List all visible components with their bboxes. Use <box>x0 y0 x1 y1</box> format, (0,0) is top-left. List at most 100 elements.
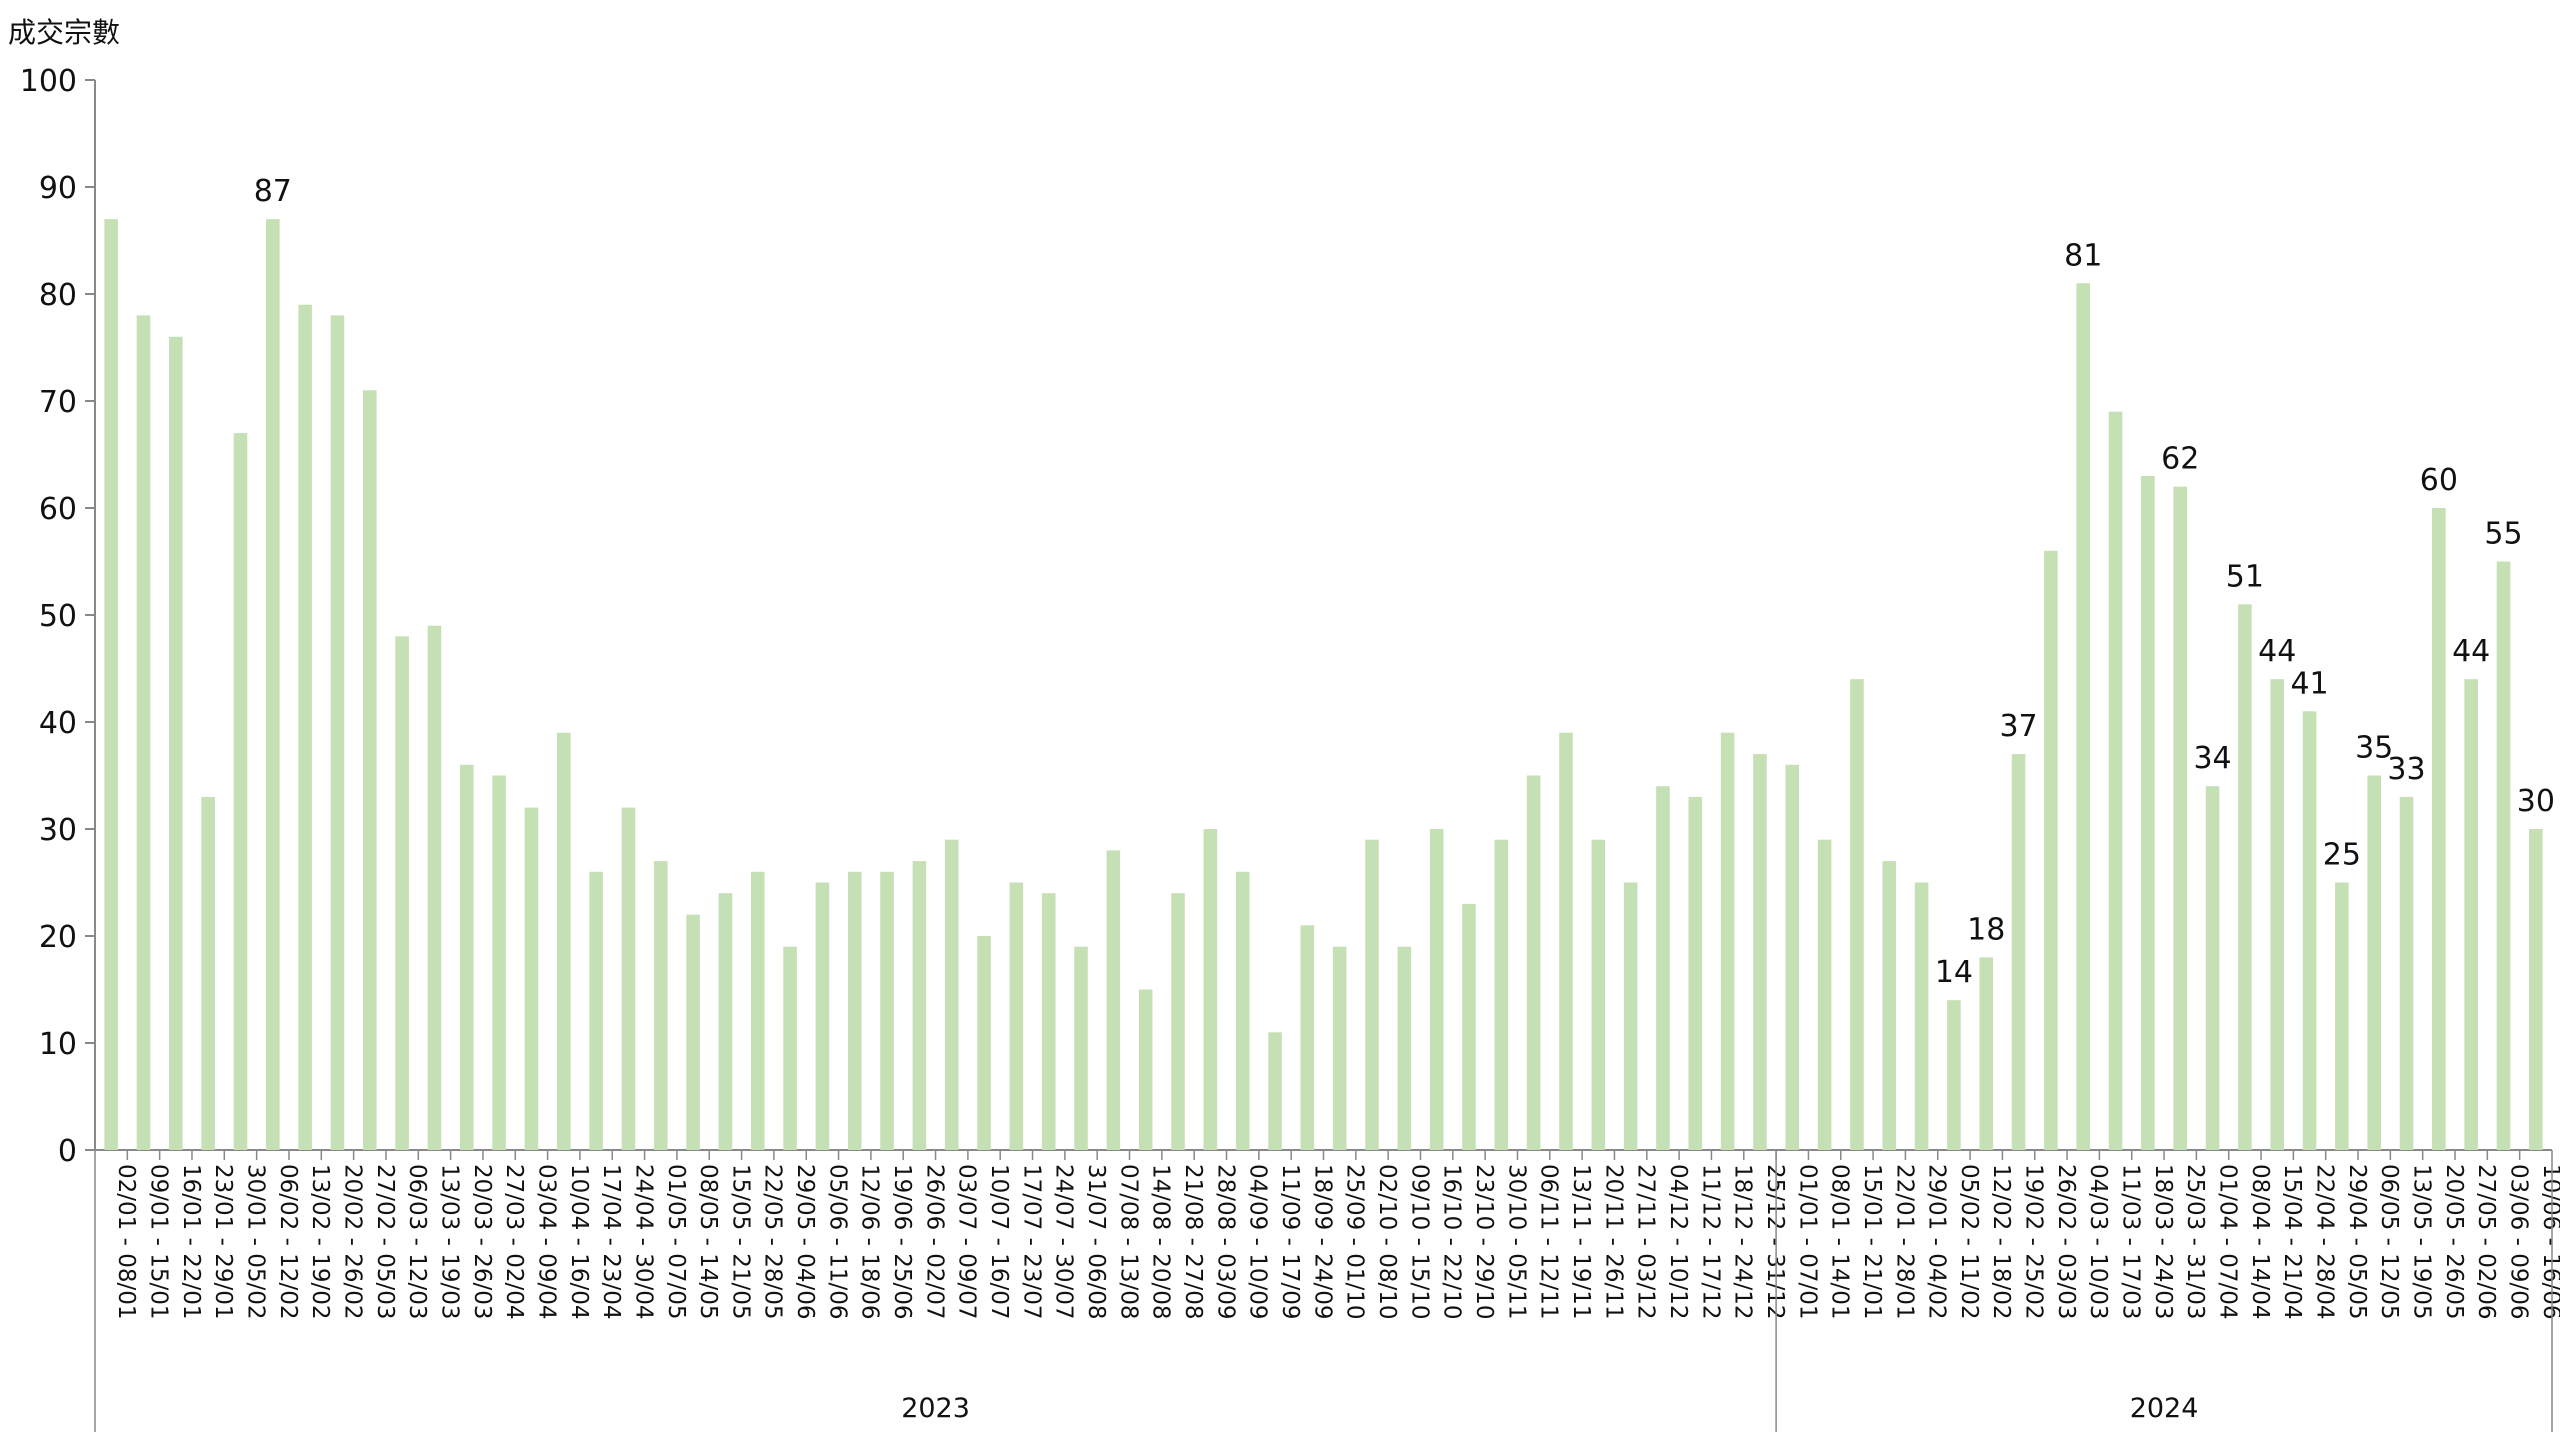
x-tick-label: 10/07 - 16/07 <box>986 1164 1012 1320</box>
x-tick-label: 04/03 - 10/03 <box>2085 1164 2111 1320</box>
bar <box>2335 882 2349 1150</box>
bar <box>589 871 603 1150</box>
bar <box>2108 411 2123 1150</box>
bar <box>104 219 118 1151</box>
x-tick-label: 06/03 - 12/03 <box>404 1164 430 1320</box>
x-tick-label: 20/11 - 26/11 <box>1600 1164 1626 1320</box>
bar <box>718 893 733 1150</box>
bar <box>1009 882 1024 1150</box>
y-tick-label: 50 <box>39 599 77 634</box>
bar <box>1041 893 1056 1150</box>
data-label: 44 <box>2258 634 2296 669</box>
y-tick-label: 70 <box>39 385 77 420</box>
x-tick-label: 10/06 - 16/06 <box>2538 1164 2560 1320</box>
y-tick-label: 100 <box>20 64 77 99</box>
bar <box>266 219 280 1151</box>
bar <box>1138 989 1153 1150</box>
bar <box>1074 946 1088 1150</box>
x-tick-label: 03/07 - 09/07 <box>954 1164 980 1320</box>
bar <box>2238 604 2252 1150</box>
x-tick-label: 15/04 - 21/04 <box>2279 1164 2305 1320</box>
x-tick-label: 15/01 - 21/01 <box>1859 1164 1885 1320</box>
bar <box>1656 786 1670 1150</box>
x-tick-label: 16/10 - 22/10 <box>1439 1164 1465 1320</box>
data-label: 35 <box>2355 731 2393 766</box>
x-tick-label: 02/10 - 08/10 <box>1374 1164 1400 1320</box>
x-tick-label: 09/10 - 15/10 <box>1406 1164 1432 1320</box>
x-tick-label: 08/05 - 14/05 <box>695 1164 721 1320</box>
x-tick-label: 29/05 - 04/06 <box>792 1164 818 1320</box>
bar <box>977 936 991 1150</box>
bar <box>1494 839 1509 1150</box>
bar <box>1591 839 1606 1150</box>
x-tick-label: 06/02 - 12/02 <box>275 1164 301 1320</box>
bar <box>1397 946 1412 1150</box>
x-tick-label: 05/06 - 11/06 <box>824 1164 850 1320</box>
bar <box>1979 957 1994 1150</box>
x-tick-labels: 02/01 - 08/01 09/01 - 15/01 16/01 - 22/01 2… <box>113 1164 2560 1320</box>
x-tick-label: 11/12 - 17/12 <box>1697 1164 1723 1320</box>
y-tick-label: 0 <box>58 1134 77 1169</box>
bar <box>912 861 927 1150</box>
bar <box>395 636 409 1150</box>
bar <box>363 390 377 1150</box>
x-tick-label: 21/08 - 27/08 <box>1180 1164 1206 1320</box>
bar <box>1753 754 1767 1150</box>
x-tick-label: 05/02 - 11/02 <box>1956 1164 1982 1320</box>
x-tick-label: 27/05 - 02/06 <box>2473 1164 2499 1320</box>
x-tick-label: 27/11 - 03/12 <box>1633 1164 1659 1320</box>
x-tick-label: 19/06 - 25/06 <box>889 1164 915 1320</box>
data-label: 33 <box>2387 752 2425 787</box>
y-tick-label: 40 <box>39 706 77 741</box>
data-label: 62 <box>2161 442 2199 477</box>
x-tick-label: 26/02 - 03/03 <box>2053 1164 2079 1320</box>
bar <box>1914 882 1929 1150</box>
x-tick-label: 28/08 - 03/09 <box>1212 1164 1238 1320</box>
bar <box>524 807 539 1150</box>
x-tick-label: 25/12 - 31/12 <box>1762 1164 1788 1320</box>
bar <box>2302 711 2317 1150</box>
x-tick-label: 13/02 - 19/02 <box>307 1164 333 1320</box>
bar <box>1106 850 1121 1150</box>
x-tick-label: 18/12 - 24/12 <box>1730 1164 1756 1320</box>
bar <box>2270 679 2284 1150</box>
bar <box>1817 839 1832 1150</box>
data-label: 18 <box>1967 912 2005 947</box>
data-label: 34 <box>2193 741 2231 776</box>
x-tick-label: 02/01 - 08/01 <box>113 1164 139 1320</box>
bar <box>2399 796 2414 1150</box>
bar <box>2496 561 2511 1150</box>
x-tick-label: 01/01 - 07/01 <box>1794 1164 1820 1320</box>
data-label: 44 <box>2452 634 2490 669</box>
data-label: 55 <box>2484 517 2522 552</box>
bar <box>750 871 765 1150</box>
bar <box>2464 679 2478 1150</box>
x-tick-label: 20/05 - 26/05 <box>2441 1164 2467 1320</box>
bar <box>1623 882 1638 1150</box>
bar <box>2141 475 2155 1150</box>
bar <box>2367 775 2381 1150</box>
x-tick-label: 13/05 - 19/05 <box>2409 1164 2435 1320</box>
bar <box>815 882 830 1150</box>
x-tick-label: 23/01 - 29/01 <box>210 1164 236 1320</box>
x-tick-label: 27/03 - 02/04 <box>501 1164 527 1320</box>
x-tick-label: 13/03 - 19/03 <box>436 1164 462 1320</box>
x-tick-label: 22/01 - 28/01 <box>1891 1164 1917 1320</box>
data-label: 41 <box>2290 666 2328 701</box>
bar <box>427 625 442 1150</box>
bar <box>459 764 474 1150</box>
x-tick-label: 17/07 - 23/07 <box>1018 1164 1044 1320</box>
year-group-label: 2023 <box>901 1393 970 1424</box>
bar <box>2076 283 2091 1150</box>
bar <box>201 796 215 1150</box>
bar <box>1850 679 1864 1150</box>
bar <box>944 839 959 1150</box>
x-tick-label: 24/04 - 30/04 <box>630 1164 656 1320</box>
x-tick-label: 09/01 - 15/01 <box>145 1164 171 1320</box>
x-tick-label: 13/11 - 19/11 <box>1568 1164 1594 1320</box>
bar <box>298 304 312 1150</box>
x-tick-label: 07/08 - 13/08 <box>1115 1164 1141 1320</box>
x-tick-label: 20/03 - 26/03 <box>469 1164 495 1320</box>
